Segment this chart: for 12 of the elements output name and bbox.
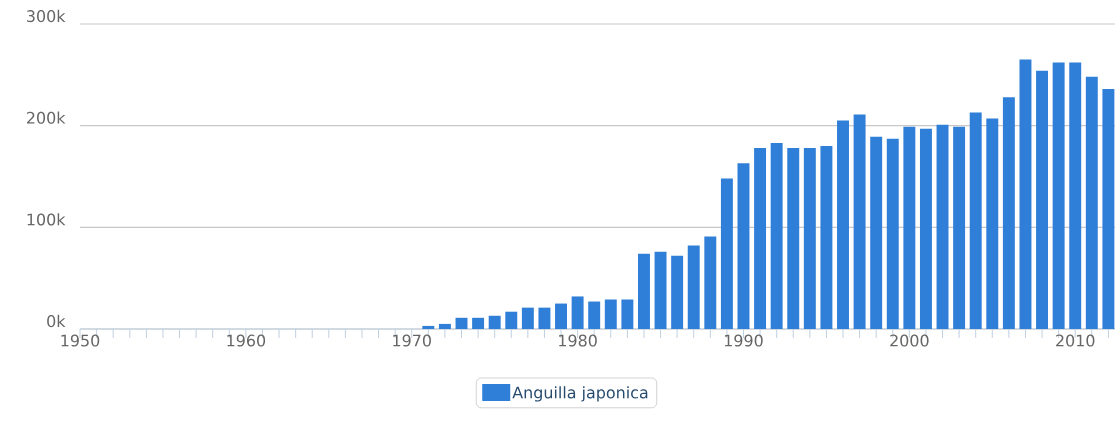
legend-label: Anguilla japonica bbox=[512, 386, 648, 402]
x-tick-label: 1960 bbox=[227, 334, 266, 347]
x-tick-label: 1970 bbox=[393, 334, 431, 347]
x-tick-label: 1950 bbox=[61, 334, 100, 347]
x-tick-label: 2010 bbox=[1056, 334, 1095, 347]
y-tick-label: 300k bbox=[27, 9, 66, 23]
x-tick-label: 1990 bbox=[724, 334, 763, 347]
y-tick-label: 200k bbox=[27, 111, 66, 124]
x-tick-label: 2000 bbox=[890, 334, 929, 347]
x-tick-label: 1980 bbox=[559, 334, 597, 347]
y-tick-label: 0k bbox=[47, 314, 66, 328]
y-tick-label: 100k bbox=[27, 213, 66, 226]
